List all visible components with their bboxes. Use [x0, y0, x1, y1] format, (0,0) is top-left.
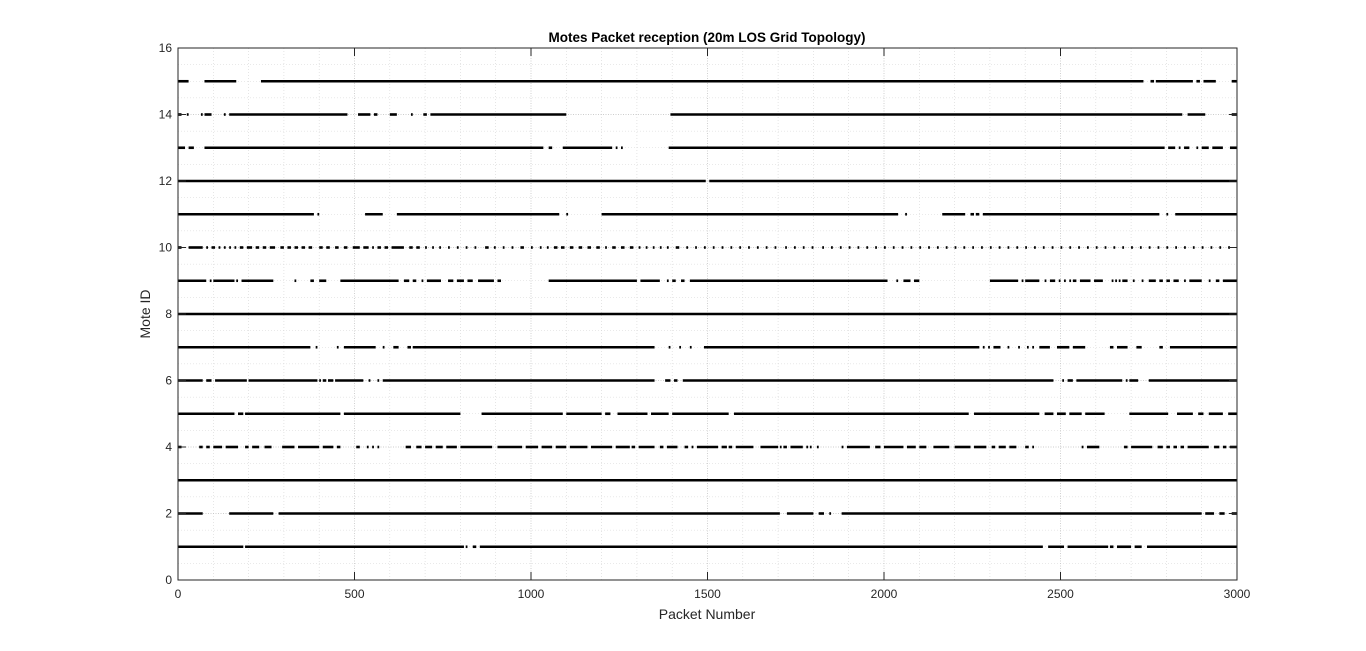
y-tick-label: 2: [165, 507, 172, 521]
y-tick-label: 6: [165, 374, 172, 388]
x-tick-label: 1500: [694, 587, 721, 601]
x-tick-label: 2000: [871, 587, 898, 601]
y-tick-label: 14: [159, 108, 173, 122]
x-axis-ticks: 0 500 1000 1500 2000 2500 3000: [175, 48, 1251, 601]
y-tick-label: 16: [159, 41, 173, 55]
y-tick-label: 0: [165, 573, 172, 587]
y-tick-label: 4: [165, 440, 172, 454]
chart-title: Motes Packet reception (20m LOS Grid Top…: [548, 30, 865, 45]
x-tick-label: 2500: [1047, 587, 1074, 601]
y-axis-label: Mote ID: [137, 289, 153, 338]
y-tick-label: 10: [159, 241, 173, 255]
y-tick-label: 12: [159, 174, 173, 188]
y-axis-ticks: 0 2 4 6 8 10 12 14 16: [159, 41, 1237, 587]
x-tick-label: 3000: [1224, 587, 1251, 601]
y-tick-label: 8: [165, 307, 172, 321]
x-tick-label: 1000: [518, 587, 545, 601]
data-layer: [178, 79, 1237, 549]
x-tick-label: 0: [175, 587, 182, 601]
x-tick-label: 500: [344, 587, 364, 601]
x-axis-label: Packet Number: [659, 606, 756, 622]
